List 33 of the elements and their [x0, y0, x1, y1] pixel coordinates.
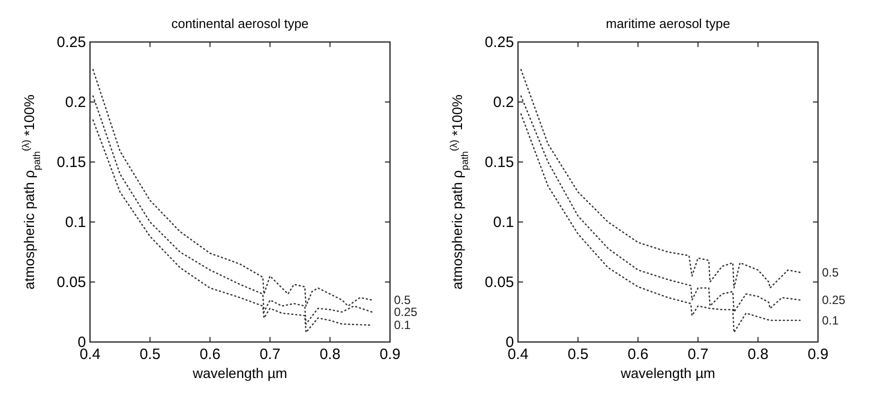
series-label: 0.25	[394, 305, 418, 319]
x-tick-label: 0.4	[508, 346, 528, 363]
x-tick-label: 0.7	[260, 346, 280, 363]
x-axis-title: wavelength µm	[620, 365, 716, 381]
line-series	[520, 68, 801, 289]
series-label: 0.1	[394, 318, 412, 332]
series-label: 0.5	[394, 293, 412, 307]
y-tick-label: 0.25	[56, 34, 86, 51]
y-tick-label: 0.2	[493, 94, 514, 111]
x-tick-label: 0.7	[688, 346, 708, 363]
x-tick-label: 0.6	[628, 346, 648, 363]
y-tick-label: 0.15	[56, 154, 86, 171]
y-tick-label: 0.1	[493, 214, 514, 231]
x-tick-label: 0.9	[808, 346, 828, 363]
y-tick-label: 0.1	[65, 214, 86, 231]
series-label: 0.1	[822, 313, 840, 328]
x-tick-label: 0.6	[200, 346, 220, 363]
series-label: 0.25	[822, 293, 846, 307]
y-tick-label: 0.2	[65, 94, 86, 111]
y-tick-label: 0.05	[56, 274, 86, 291]
x-axis-title: wavelength µm	[192, 365, 288, 381]
chart-title: maritime aerosol type	[606, 16, 730, 31]
series-label: 0.5	[822, 265, 840, 280]
x-tick-label: 0.8	[320, 346, 340, 363]
x-tick-label: 0.5	[568, 346, 588, 363]
x-tick-label: 0.4	[80, 346, 100, 363]
x-tick-label: 0.8	[748, 346, 768, 363]
x-tick-label: 0.9	[380, 346, 400, 363]
chart-title: continental aerosol type	[171, 16, 309, 31]
y-tick-label: 0.05	[484, 274, 514, 291]
y-tick-label: 0.15	[484, 154, 514, 171]
x-tick-label: 0.5	[140, 346, 160, 363]
y-tick-label: 0.25	[484, 34, 514, 51]
